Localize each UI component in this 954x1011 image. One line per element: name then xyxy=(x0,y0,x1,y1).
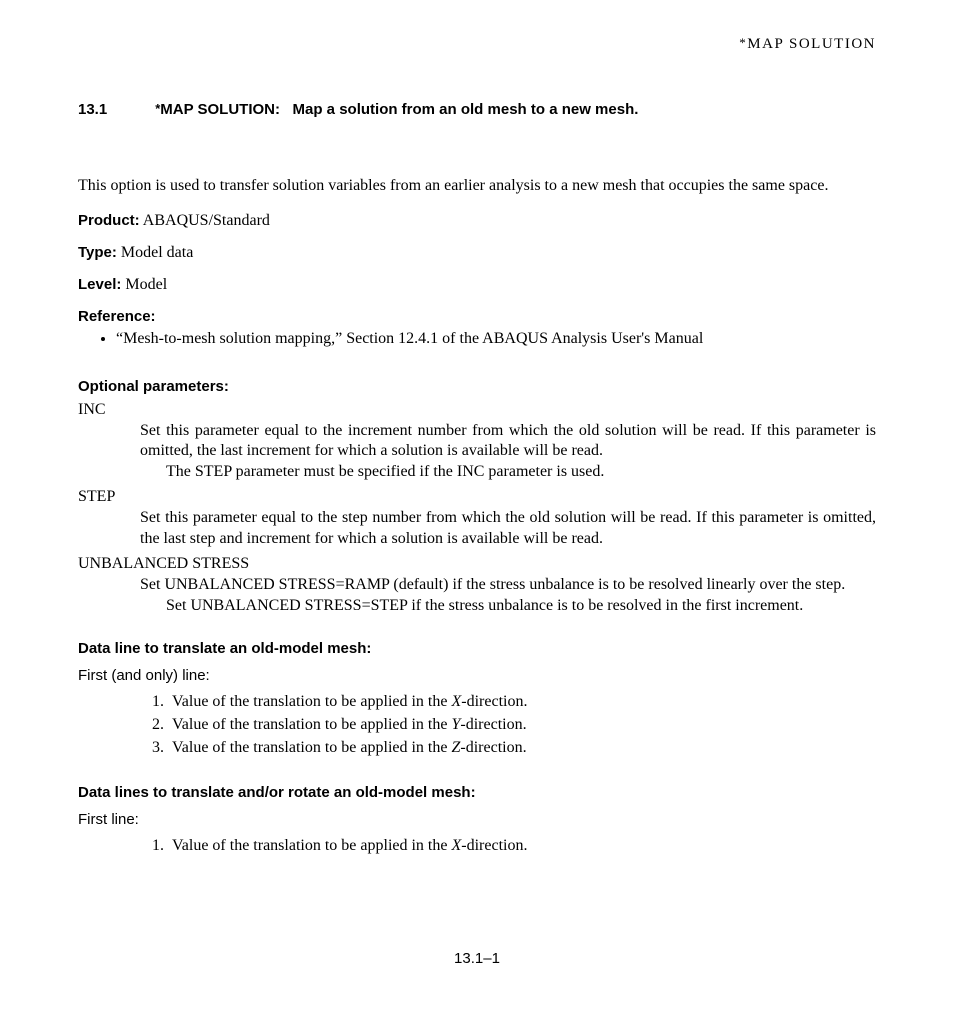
text: Value of the translation to be applied i… xyxy=(172,693,451,710)
dataline2-list: Value of the translation to be applied i… xyxy=(140,834,876,857)
dataline2-heading: Data lines to translate and/or rotate an… xyxy=(78,784,876,801)
level-line: Level: Model xyxy=(78,276,876,294)
param-step-name: STEP xyxy=(78,488,876,506)
type-line: Type: Model data xyxy=(78,244,876,262)
param-unbal-name: UNBALANCED STRESS xyxy=(78,555,876,573)
param-unbal-body: Set UNBALANCED STRESS=RAMP (default) if … xyxy=(140,575,876,616)
reference-heading: Reference: xyxy=(78,308,876,325)
section-number: 13.1 xyxy=(78,101,107,118)
type-value: Model data xyxy=(117,244,193,261)
section-title: Map a solution from an old mesh to a new… xyxy=(293,101,639,118)
param-inc-p2: The STEP parameter must be specified if … xyxy=(166,463,604,480)
param-inc-name: INC xyxy=(78,401,876,419)
product-line: Product: ABAQUS/Standard xyxy=(78,212,876,230)
dataline2-linelabel: First line: xyxy=(78,811,876,828)
param-unbal-p1: Set UNBALANCED STRESS=RAMP (default) if … xyxy=(140,576,845,593)
intro-paragraph: This option is used to transfer solution… xyxy=(78,176,876,196)
axis: X xyxy=(451,693,461,710)
text: -direction. xyxy=(460,739,526,756)
level-label: Level: xyxy=(78,276,121,293)
list-item: Value of the translation to be applied i… xyxy=(168,690,876,713)
text: Value of the translation to be applied i… xyxy=(172,716,451,733)
param-inc-p1: Set this parameter equal to the incremen… xyxy=(140,422,876,459)
dataline1-linelabel: First (and only) line: xyxy=(78,667,876,684)
level-value: Model xyxy=(121,276,167,293)
axis: X xyxy=(451,837,461,854)
text: Value of the translation to be applied i… xyxy=(172,739,451,756)
running-head-text: MAP SOLUTION xyxy=(747,36,876,52)
list-item: Value of the translation to be applied i… xyxy=(168,834,876,857)
product-value: ABAQUS/Standard xyxy=(140,212,270,229)
optional-heading: Optional parameters: xyxy=(78,378,876,395)
param-inc-body: Set this parameter equal to the incremen… xyxy=(140,421,876,482)
param-step-p1: Set this parameter equal to the step num… xyxy=(140,509,876,546)
reference-item: “Mesh-to-mesh solution mapping,” Section… xyxy=(116,329,876,350)
page-number: 13.1–1 xyxy=(0,950,954,967)
text: Value of the translation to be applied i… xyxy=(172,837,451,854)
page: *MAP SOLUTION 13.1*MAP SOLUTION: Map a s… xyxy=(0,0,954,1011)
param-step-body: Set this parameter equal to the step num… xyxy=(140,508,876,549)
text: -direction. xyxy=(460,716,526,733)
section-keyword: MAP SOLUTION: xyxy=(160,101,280,118)
section-heading: 13.1 *MAP SOLUTION: Map a solution from a… xyxy=(78,101,876,118)
list-item: Value of the translation to be applied i… xyxy=(168,713,876,736)
reference-list: “Mesh-to-mesh solution mapping,” Section… xyxy=(78,329,876,350)
type-label: Type: xyxy=(78,244,117,261)
list-item: Value of the translation to be applied i… xyxy=(168,736,876,759)
param-unbal-p2: Set UNBALANCED STRESS=STEP if the stress… xyxy=(166,597,803,614)
dataline1-heading: Data line to translate an old-model mesh… xyxy=(78,640,876,657)
product-label: Product: xyxy=(78,212,140,229)
running-head: *MAP SOLUTION xyxy=(78,36,876,53)
section-star: * xyxy=(155,101,160,116)
dataline1-list: Value of the translation to be applied i… xyxy=(140,690,876,760)
text: -direction. xyxy=(461,693,527,710)
running-head-star: * xyxy=(739,35,747,50)
text: -direction. xyxy=(461,837,527,854)
